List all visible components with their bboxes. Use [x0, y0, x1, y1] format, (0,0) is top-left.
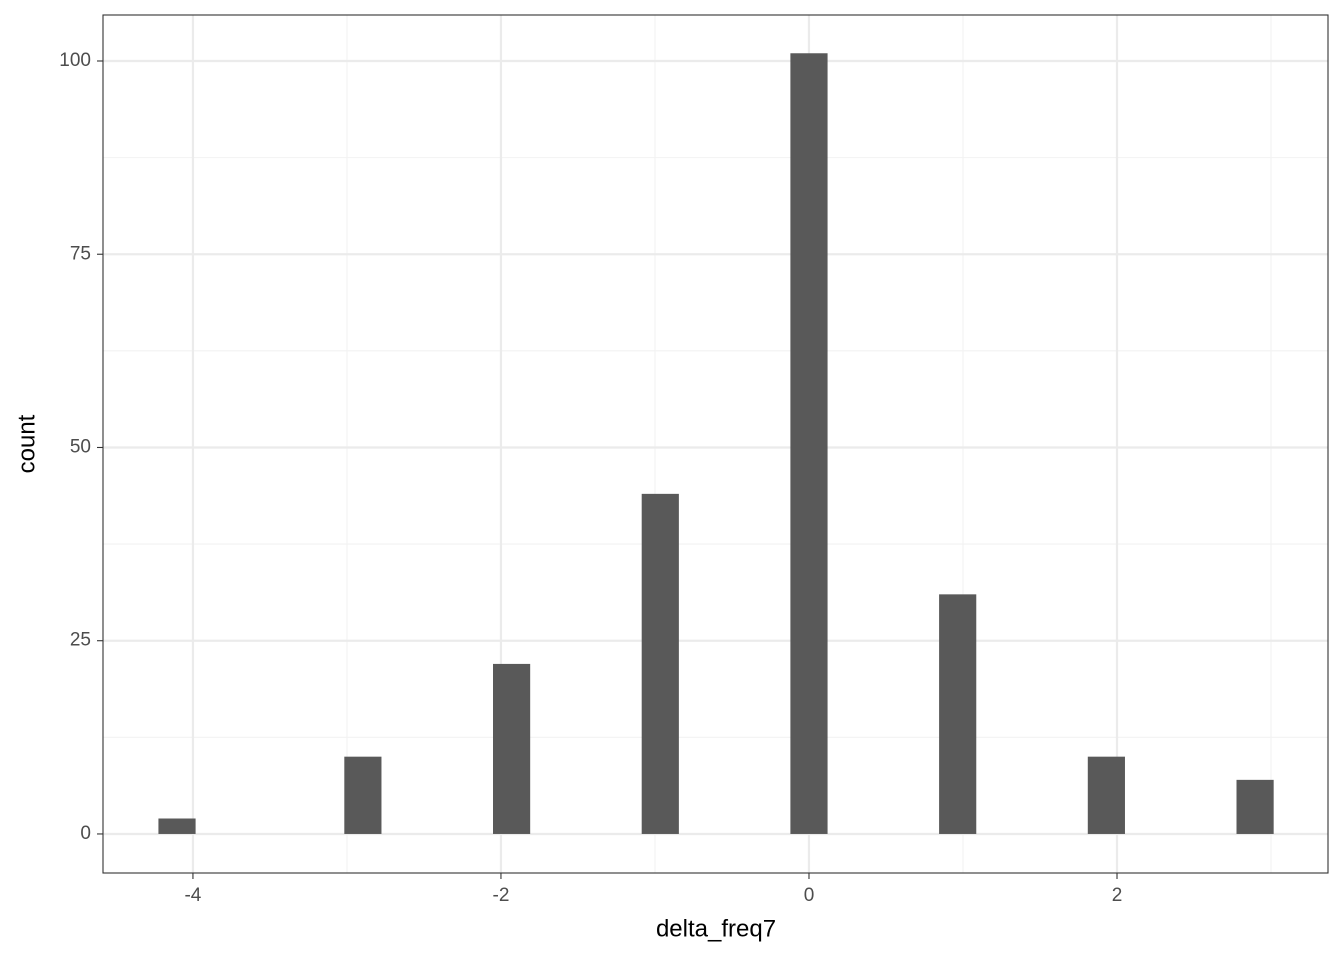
y-tick-label: 100	[59, 50, 91, 71]
x-tick-label: -2	[493, 885, 510, 906]
y-tick-label: 75	[70, 243, 91, 264]
y-tick-label: 50	[70, 436, 91, 457]
bar	[344, 756, 382, 834]
x-tick-label: 0	[804, 885, 815, 906]
y-tick-label: 0	[80, 823, 91, 844]
bar	[939, 594, 977, 834]
x-axis-title: delta_freq7	[656, 915, 776, 942]
y-tick-label: 25	[70, 630, 91, 651]
y-axis-title: count	[13, 414, 40, 473]
bar	[1236, 779, 1274, 834]
panel-border	[102, 14, 1329, 874]
bar	[641, 493, 679, 834]
bar	[1087, 756, 1125, 834]
bar	[790, 53, 828, 834]
x-tick-label: -4	[184, 885, 201, 906]
x-tick-label: 2	[1112, 885, 1123, 906]
bar	[158, 818, 196, 834]
bar	[493, 663, 531, 834]
